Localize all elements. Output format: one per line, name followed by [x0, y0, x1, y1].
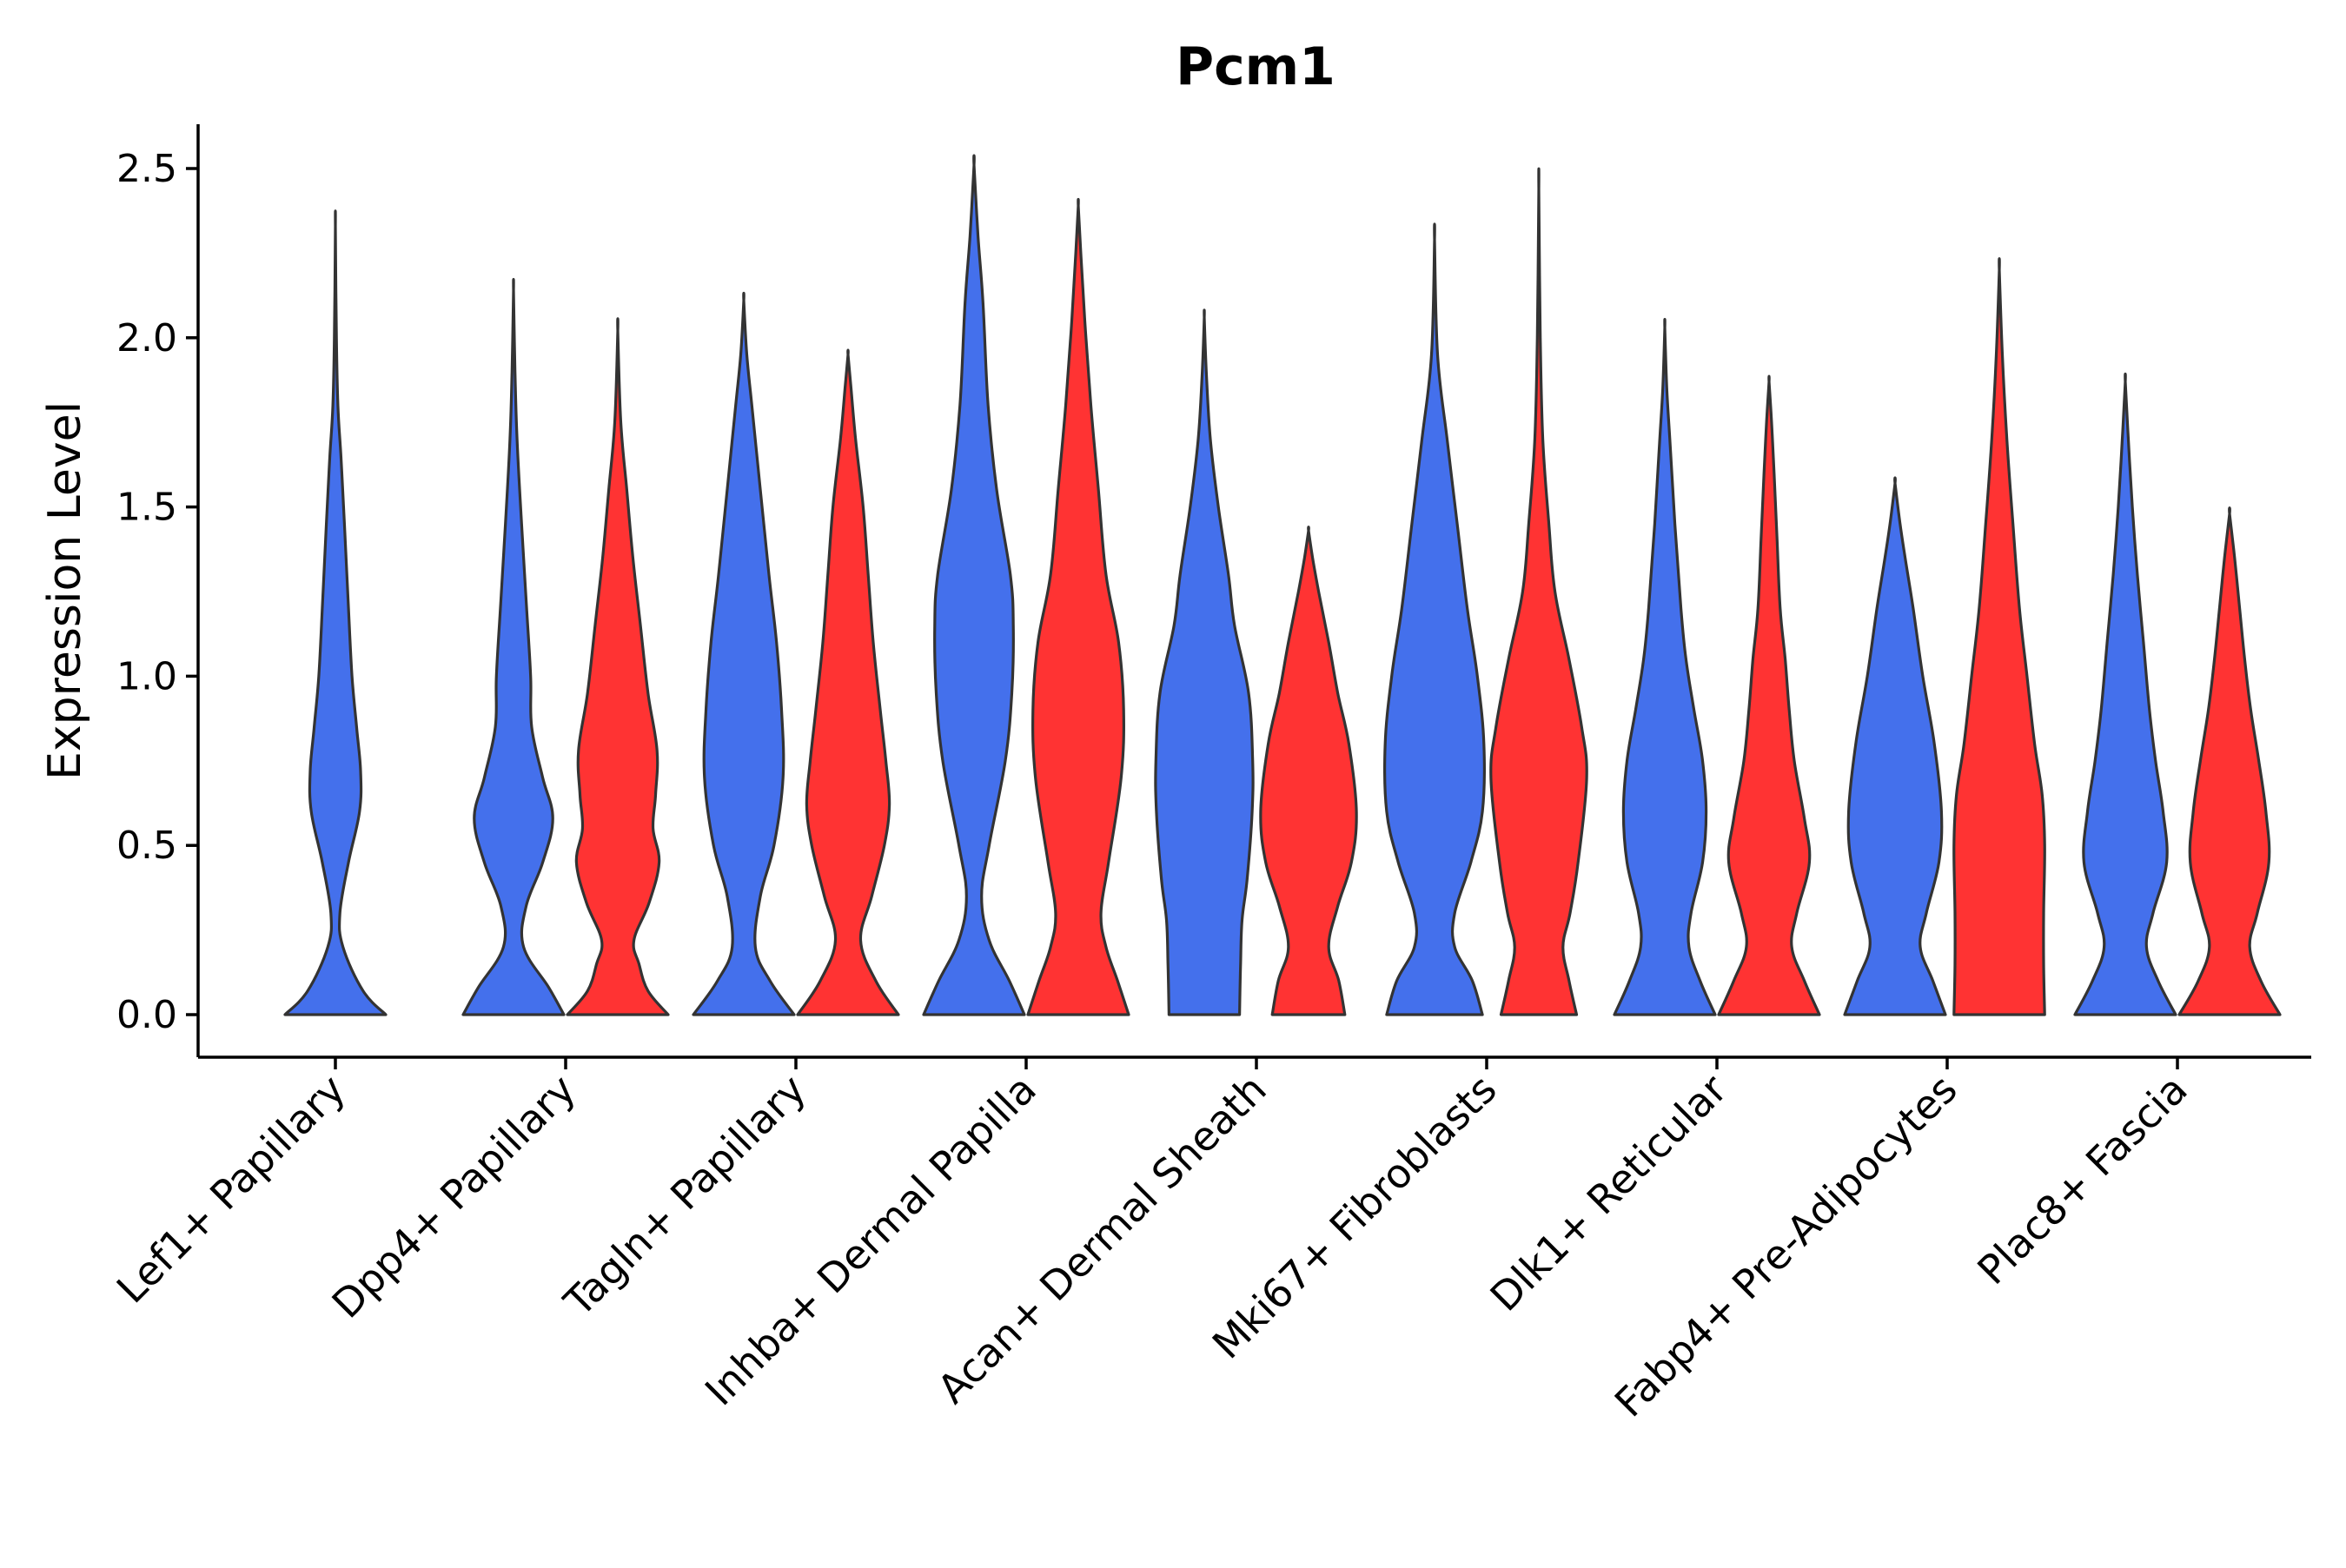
y-tick-label: 0.5 — [116, 824, 177, 868]
violin-dlk1-reticular-blue — [1613, 318, 1717, 1016]
violin-dpp4-papillary-blue — [461, 278, 566, 1016]
violin-dpp4-papillary-red — [566, 317, 670, 1016]
violin-inhba-dermal-papilla-blue — [922, 154, 1026, 1016]
violin-plac8-fascia-red — [2177, 506, 2282, 1016]
violin-plac8-fascia-blue — [2073, 372, 2177, 1016]
violin-tagln-papillary-blue — [692, 291, 796, 1016]
y-tick-label: 2.0 — [116, 316, 177, 361]
violin-dlk1-reticular-red — [1717, 374, 1821, 1016]
violin-fabp4-pre-adipocytes-blue — [1843, 476, 1947, 1016]
violin-inhba-dermal-papilla-red — [1026, 197, 1130, 1016]
y-tick-label: 0.0 — [116, 993, 177, 1037]
x-tick-label: Lef1+ Papillary — [108, 1066, 355, 1313]
chart-title: Pcm1 — [1176, 36, 1335, 97]
violin-tagln-papillary-red — [796, 348, 900, 1016]
x-tick-label: Tagln+ Papillary — [554, 1066, 815, 1327]
violin-acan-dermal-sheath-red — [1259, 526, 1358, 1016]
y-axis: 0.0 0.5 1.0 1.5 2.0 2.5 — [116, 124, 200, 1057]
x-tick-label: Plac8+ Fascia — [1968, 1066, 2196, 1293]
y-tick-label: 1.5 — [116, 486, 177, 530]
violin-lef1-papillary-blue — [283, 209, 388, 1016]
violin-acan-dermal-sheath-blue — [1154, 308, 1255, 1016]
y-axis-label: Expression Level — [39, 401, 91, 780]
violin-fabp4-pre-adipocytes-red — [1952, 257, 2046, 1016]
violin-mki67-fibroblasts-blue — [1382, 222, 1487, 1016]
x-tick-label: Dpp4+ Papillary — [323, 1066, 585, 1327]
y-tick-label: 2.5 — [116, 147, 177, 191]
violin-mki67-fibroblasts-red — [1489, 167, 1588, 1016]
violin-layer — [283, 154, 2282, 1016]
x-tick-label: Dlk1+ Reticular — [1481, 1066, 1736, 1320]
y-tick-label: 1.0 — [116, 654, 177, 698]
